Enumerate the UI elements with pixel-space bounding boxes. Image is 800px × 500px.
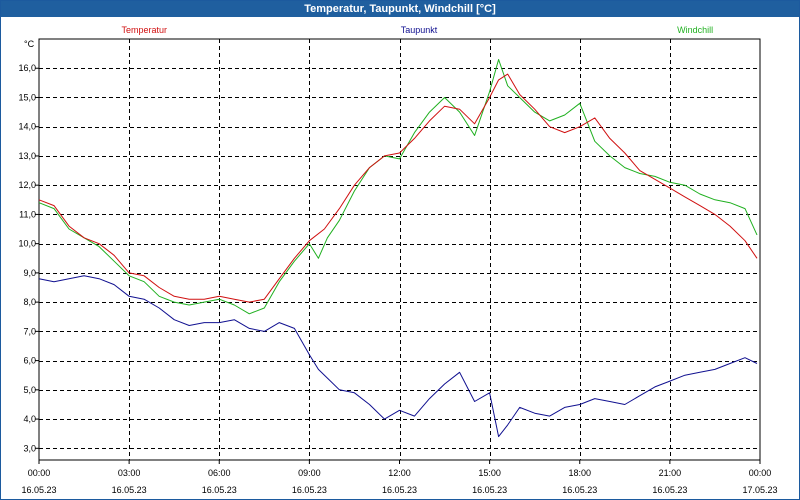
- y-axis-ticks: 3,0 4,0 5,0 6,0 7,0 8,0 9,0 10,0 11,0 12,0 13,0 14,…: [18, 63, 39, 453]
- y-tick-label: 8,0: [23, 297, 36, 307]
- legend-taupunkt: Taupunkt: [401, 25, 438, 35]
- series-line-windchill: [38, 59, 758, 315]
- y-tick-label: 7,0: [23, 326, 36, 336]
- x-tick-date-label: 16.05.23: [652, 485, 687, 495]
- y-tick-label: 13,0: [18, 151, 36, 161]
- y-tick-label: 14,0: [18, 122, 36, 132]
- chart-title: Temperatur, Taupunkt, Windchill [°C]: [1, 1, 799, 17]
- x-tick-date-label: 16.05.23: [472, 485, 507, 495]
- x-tick-time-label: 00:00: [28, 468, 51, 478]
- y-tick-label: 5,0: [23, 385, 36, 395]
- y-axis-unit-label: °C: [24, 39, 35, 49]
- x-tick-date-label: 16.05.23: [292, 485, 327, 495]
- legend-temperatur: Temperatur: [122, 25, 168, 35]
- x-tick-date-label: 16.05.23: [112, 485, 147, 495]
- y-tick-label: 9,0: [23, 268, 36, 278]
- y-tick-label: 3,0: [23, 443, 36, 453]
- x-tick-time-label: 09:00: [298, 468, 321, 478]
- legend-windchill: Windchill: [677, 25, 713, 35]
- x-tick-time-label: 12:00: [388, 468, 411, 478]
- y-tick-label: 12,0: [18, 180, 36, 190]
- x-tick-time-label: 00:00: [749, 468, 772, 478]
- y-tick-label: 10,0: [18, 239, 36, 249]
- x-tick-date-label: 16.05.23: [21, 485, 56, 495]
- series-line-temperatur: [38, 73, 758, 303]
- x-axis-ticks: 00:00 16.05.23 03:00 16.05.23 06:00 16.05.23 0…: [21, 460, 778, 495]
- plot-area-border: [38, 38, 761, 461]
- chart-grid: [39, 39, 760, 460]
- y-tick-label: 6,0: [23, 356, 36, 366]
- y-tick-label: 15,0: [18, 92, 36, 102]
- chart-legend: Temperatur Taupunkt Windchill: [122, 25, 714, 35]
- x-tick-time-label: 06:00: [208, 468, 231, 478]
- x-tick-time-label: 18:00: [568, 468, 591, 478]
- y-tick-label: 4,0: [23, 414, 36, 424]
- y-tick-label: 11,0: [19, 209, 36, 219]
- x-tick-time-label: 15:00: [478, 468, 501, 478]
- x-tick-date-label: 16.05.23: [562, 485, 597, 495]
- x-tick-date-label: 16.05.23: [382, 485, 417, 495]
- x-tick-time-label: 03:00: [118, 468, 141, 478]
- y-tick-label: 16,0: [18, 63, 36, 73]
- chart-series: [38, 59, 758, 438]
- x-tick-time-label: 21:00: [659, 468, 682, 478]
- x-tick-date-label: 16.05.23: [202, 485, 237, 495]
- series-line-taupunkt: [38, 275, 758, 438]
- x-tick-date-label: 17.05.23: [742, 485, 777, 495]
